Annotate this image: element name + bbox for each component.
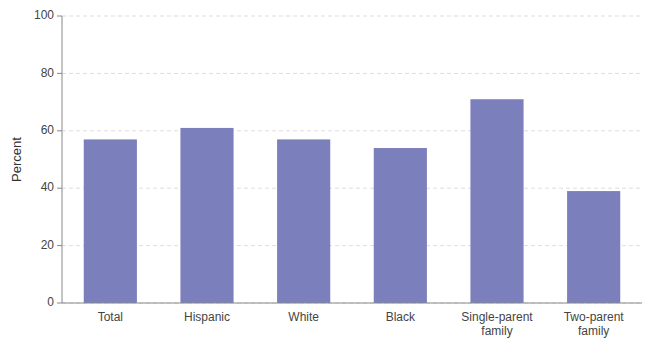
grid-line	[62, 303, 642, 304]
bar	[180, 128, 233, 303]
y-axis: 0 20 40 60 80 100	[34, 8, 62, 309]
y-tick-label: 100	[34, 8, 54, 22]
bar	[470, 99, 523, 303]
y-tick	[57, 245, 62, 246]
grid	[62, 16, 642, 303]
y-tick	[57, 130, 62, 131]
chart-container: 0 20 40 60 80 100 Total Hispanic White Black Singl…	[0, 0, 658, 355]
y-axis-line	[62, 16, 63, 303]
bar	[567, 191, 620, 303]
x-tick-label: Two-parentfamily	[564, 310, 625, 338]
x-axis-line	[62, 303, 642, 304]
grid-line	[62, 73, 642, 74]
y-tick	[57, 73, 62, 74]
grid-line	[62, 16, 642, 17]
x-tick-label: White	[288, 310, 319, 324]
y-tick	[57, 16, 62, 17]
x-axis: Total Hispanic White Black Single-parentfami…	[62, 303, 642, 338]
y-tick-label: 40	[41, 180, 55, 194]
grid-line	[62, 188, 642, 189]
bar	[277, 139, 330, 303]
bar	[84, 139, 137, 303]
chart-svg: 0 20 40 60 80 100 Total Hispanic White Black Singl…	[0, 0, 658, 355]
y-tick-label: 60	[41, 123, 55, 137]
x-tick-label: Total	[98, 310, 123, 324]
bar	[374, 148, 427, 303]
x-tick-label: Black	[386, 310, 416, 324]
x-tick-label: Single-parentfamily	[461, 310, 533, 338]
y-tick-label: 20	[41, 238, 55, 252]
grid-line	[62, 245, 642, 246]
grid-line	[62, 130, 642, 131]
y-tick-label: 80	[41, 66, 55, 80]
bars	[84, 99, 621, 303]
y-tick	[57, 303, 62, 304]
y-tick-label: 0	[47, 295, 54, 309]
y-tick	[57, 188, 62, 189]
y-axis-label: Percent	[9, 137, 24, 182]
x-tick-label: Hispanic	[184, 310, 230, 324]
